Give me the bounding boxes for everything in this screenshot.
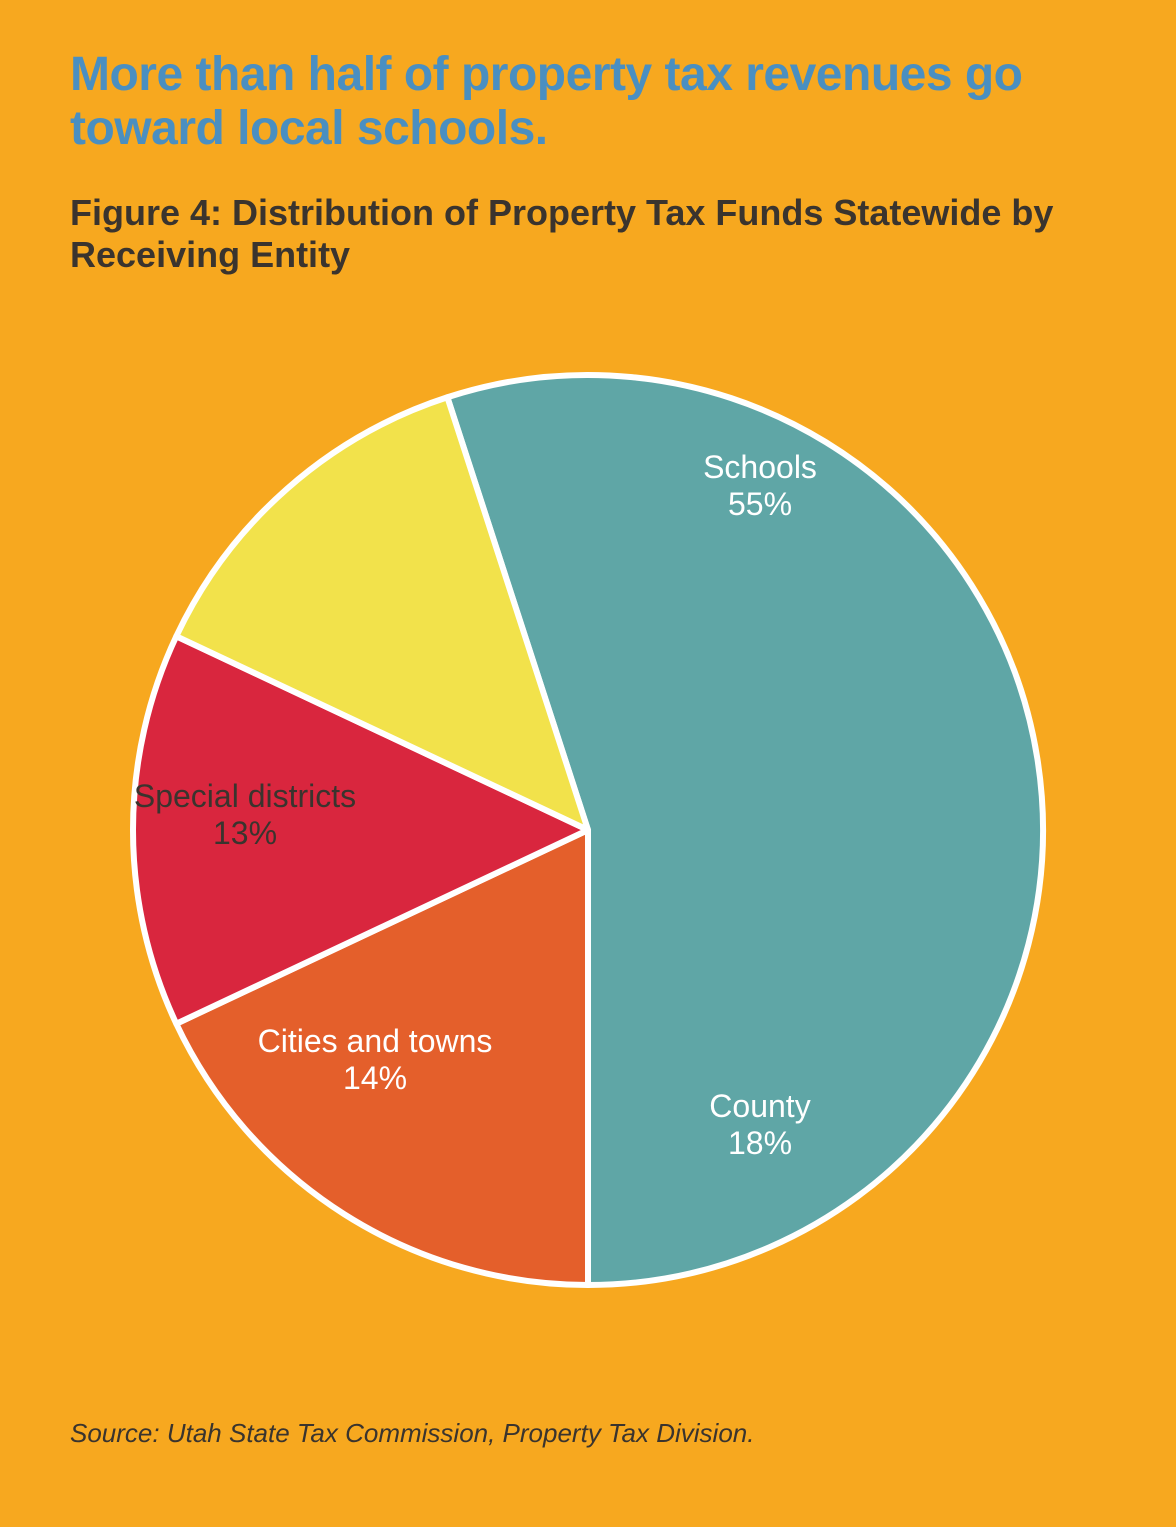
pie-label-name: Cities and towns (258, 1023, 493, 1060)
pie-label-cities-and-towns: Cities and towns14% (258, 1023, 493, 1097)
pie-label-county: County18% (709, 1088, 810, 1162)
pie-chart: Schools55% County18% Cities and towns14% Sp… (0, 0, 1176, 1527)
pie-label-value: 13% (134, 815, 356, 852)
pie-label-schools: Schools55% (703, 449, 817, 523)
pie-chart-svg (0, 0, 1176, 1527)
pie-label-special-districts: Special districts13% (134, 778, 356, 852)
pie-label-value: 14% (258, 1060, 493, 1097)
pie-label-name: County (709, 1088, 810, 1125)
pie-label-name: Schools (703, 449, 817, 486)
pie-label-value: 55% (703, 486, 817, 523)
pie-label-value: 18% (709, 1125, 810, 1162)
pie-label-name: Special districts (134, 778, 356, 815)
source-line: Source: Utah State Tax Commission, Prope… (70, 1418, 754, 1449)
page: More than half of property tax revenues … (0, 0, 1176, 1527)
